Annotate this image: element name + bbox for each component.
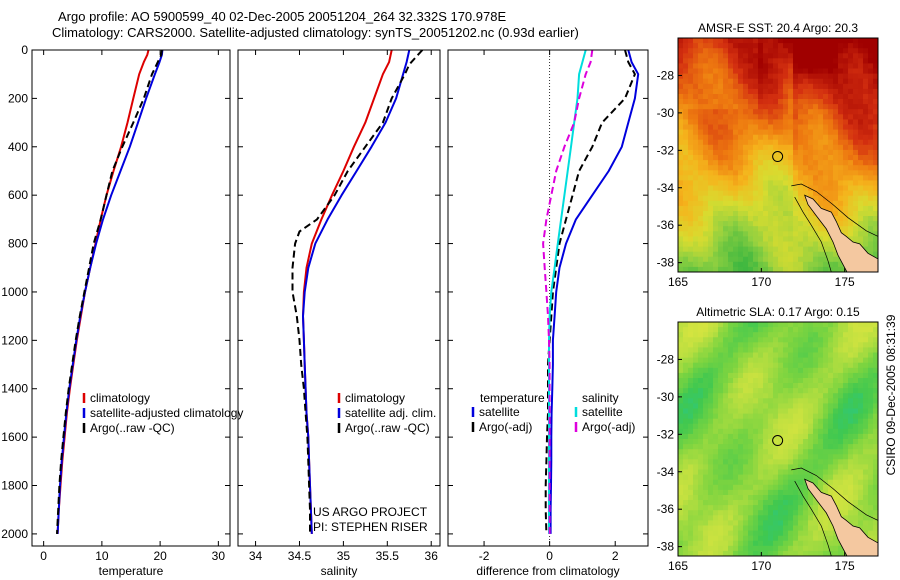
y-tick-label: 2000 xyxy=(1,527,28,541)
map-field xyxy=(678,38,878,272)
map-title: AMSR-E SST: 20.4 Argo: 20.3 xyxy=(698,21,858,35)
series-line-3 xyxy=(291,50,424,534)
series-line-2 xyxy=(56,50,164,534)
x-tick-label: 36 xyxy=(425,549,439,563)
map-panel-1: AMSR-E SST: 20.4 Argo: 20.3 165 170 175 -28 -… xyxy=(657,21,879,289)
header-line-2: Climatology: CARS2000. Satellite-adjuste… xyxy=(52,25,579,40)
legend-entry: climatology xyxy=(345,391,405,405)
series-line-1 xyxy=(549,50,640,534)
legend-entry: climatology xyxy=(90,391,150,405)
series-line-1 xyxy=(302,50,393,534)
profile-panel-2: 34 34.5 35 35.5 36 salinity xyxy=(237,49,441,578)
map-title: Altimetric SLA: 0.17 Argo: 0.15 xyxy=(696,305,860,319)
axes-frame xyxy=(447,49,649,547)
series-line-2 xyxy=(302,50,411,534)
y-tick-label: -34 xyxy=(657,465,675,479)
y-tick-label: 800 xyxy=(8,237,28,251)
x-tick-label: 35 xyxy=(337,549,351,563)
y-tick-label: -28 xyxy=(657,68,675,82)
land-mass xyxy=(804,478,878,556)
y-tick-label: -32 xyxy=(657,143,675,157)
x-tick-label: 0 xyxy=(546,549,553,563)
y-tick-label: -30 xyxy=(657,106,675,120)
y-tick-label: 0 xyxy=(21,43,28,57)
axes-frame xyxy=(237,49,441,547)
bathymetry-contour xyxy=(794,196,832,272)
x-tick-label: 10 xyxy=(95,549,109,563)
x-tick-label: 2 xyxy=(612,549,619,563)
y-tick-label: -36 xyxy=(657,218,675,232)
side-label: CSIRO 09-Dec-2005 08:31:39 xyxy=(884,314,898,475)
y-tick-label: -38 xyxy=(657,256,675,270)
y-tick-label: -34 xyxy=(657,181,675,195)
y-tick-label: 1800 xyxy=(1,479,28,493)
map-panel-2: Altimetric SLA: 0.17 Argo: 0.15 165 170 175… xyxy=(657,305,879,573)
legend-entry: satellite xyxy=(479,405,520,419)
series-line-3 xyxy=(56,50,163,534)
legend-entry: Argo(..raw -QC) xyxy=(90,421,175,435)
y-tick-label: 600 xyxy=(8,188,28,202)
legend-panel-3: temperature salinitysatelliteArgo(-adj)sa… xyxy=(471,391,635,434)
argo-position-marker xyxy=(772,151,784,163)
x-tick-label: 34.5 xyxy=(288,549,312,563)
bathymetry-contour xyxy=(791,183,878,237)
land-mass xyxy=(804,194,878,272)
x-tick-label: -2 xyxy=(479,549,490,563)
legend-entry: satellite xyxy=(582,405,623,419)
axes-frame xyxy=(31,49,231,547)
credit-line-1: US ARGO PROJECT xyxy=(313,505,428,519)
y-tick-label: 1600 xyxy=(1,430,28,444)
legend-entry: satellite adj. clim. xyxy=(345,406,436,420)
legend-entry: Argo(..raw -QC) xyxy=(345,421,430,435)
x-tick-label: 175 xyxy=(835,275,855,289)
argo-position-marker xyxy=(772,435,784,447)
y-tick-label: -28 xyxy=(657,352,675,366)
y-tick-label: 1400 xyxy=(1,382,28,396)
y-tick-label: 400 xyxy=(8,140,28,154)
legend-entry: Argo(-adj) xyxy=(582,420,635,434)
header-line-1: Argo profile: AO 5900599_40 02-Dec-2005 … xyxy=(58,9,507,24)
y-tick-label: 1200 xyxy=(1,333,28,347)
series-line-1 xyxy=(56,50,150,534)
y-tick-label: 200 xyxy=(8,91,28,105)
x-tick-label: 170 xyxy=(751,275,771,289)
legend-entry: satellite-adjusted climatology xyxy=(90,406,243,420)
x-tick-label: 0 xyxy=(40,549,47,563)
series-line-4 xyxy=(542,50,594,534)
credit-line-2: PI: STEPHEN RISER xyxy=(313,520,428,534)
x-tick-label: 170 xyxy=(751,559,771,573)
series-line-3 xyxy=(548,50,587,534)
x-tick-label: 165 xyxy=(668,559,688,573)
x-axis-label: temperature xyxy=(99,564,164,578)
legend-header-salinity: salinity xyxy=(582,391,619,405)
legend-header-temperature: temperature xyxy=(480,391,545,405)
x-axis-label: salinity xyxy=(321,564,358,578)
x-axis-label: difference from climatology xyxy=(476,564,619,578)
profile-panel-1: 0 10 20 30 0 200 400 600 800 1000 1200 1400 1600 1800… xyxy=(1,43,231,578)
x-tick-label: 34 xyxy=(249,549,263,563)
y-tick-label: -36 xyxy=(657,502,675,516)
x-tick-label: 35.5 xyxy=(376,549,400,563)
bathymetry-contour xyxy=(794,480,832,556)
map-field xyxy=(678,322,878,556)
x-tick-label: 20 xyxy=(153,549,167,563)
legend-entry: Argo(-adj) xyxy=(479,420,532,434)
x-tick-label: 30 xyxy=(212,549,226,563)
bathymetry-contour xyxy=(791,467,878,521)
map-frame xyxy=(677,321,879,557)
x-tick-label: 175 xyxy=(835,559,855,573)
y-tick-label: -32 xyxy=(657,427,675,441)
y-tick-label: -38 xyxy=(657,540,675,554)
series-line-2 xyxy=(544,50,636,534)
y-tick-label: 1000 xyxy=(1,285,28,299)
map-frame xyxy=(677,37,879,273)
x-tick-label: 165 xyxy=(668,275,688,289)
y-tick-label: -30 xyxy=(657,390,675,404)
